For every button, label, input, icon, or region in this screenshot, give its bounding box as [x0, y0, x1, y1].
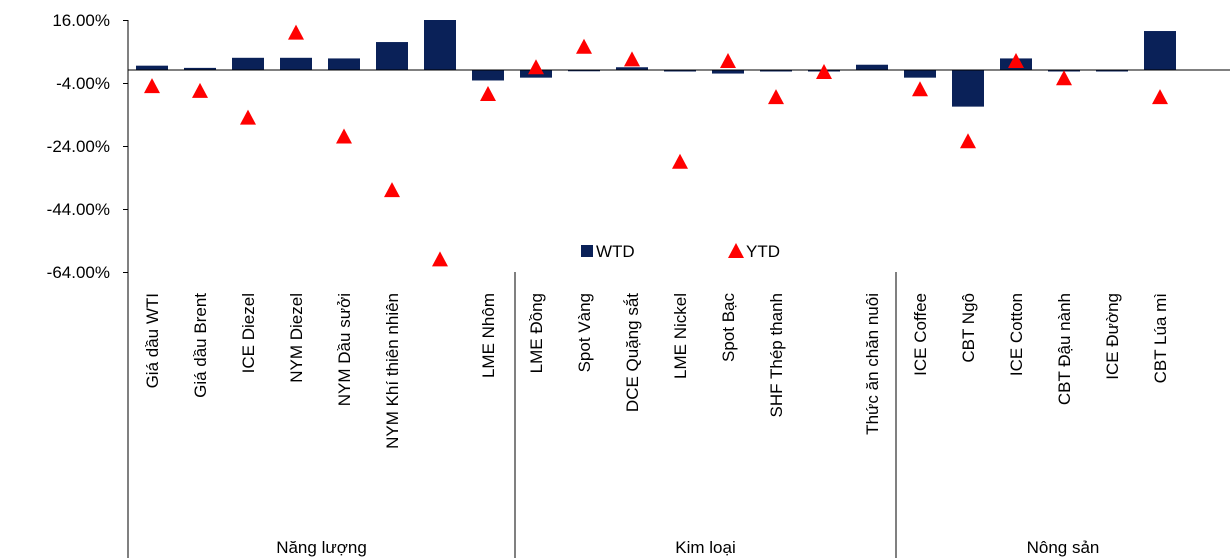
wtd-bar: [760, 70, 792, 72]
ytd-marker: [768, 89, 784, 105]
ytd-marker: [720, 52, 736, 68]
x-axis-group-labels: Năng lượng Kim loại Nông sản: [276, 538, 1099, 557]
ytd-marker: [192, 82, 208, 98]
wtd-bar: [1144, 31, 1176, 70]
wtd-bar: [280, 57, 312, 70]
x-category-label: NYM Diezel: [287, 293, 306, 383]
ytd-marker: [384, 182, 400, 198]
ytd-marker: [480, 86, 496, 102]
x-category-label: SHF Thép thanh: [767, 293, 786, 417]
ytd-marker: [912, 81, 928, 97]
ytd-marker: [1152, 89, 1168, 105]
wtd-bar: [376, 42, 408, 70]
x-category-label: CBT Lúa mì: [1151, 293, 1170, 383]
x-category-label: ICE Đường: [1103, 293, 1122, 380]
wtd-bar: [616, 67, 648, 70]
ytd-marker: [960, 133, 976, 149]
x-category-label: NYM Khí thiên nhiên: [383, 293, 402, 449]
wtd-bars: [136, 20, 1176, 107]
x-category-label: ICE Coffee: [911, 293, 930, 376]
y-tick-label: -4.00%: [56, 74, 110, 93]
ytd-marker: [144, 78, 160, 94]
wtd-bar: [232, 57, 264, 70]
wtd-bar: [664, 70, 696, 72]
wtd-bar: [904, 70, 936, 78]
ytd-marker: [288, 24, 304, 40]
x-group-label: Nông sản: [1027, 538, 1100, 557]
ytd-marker: [672, 153, 688, 169]
ytd-marker: [1008, 52, 1024, 68]
y-tick-label: -44.00%: [47, 200, 110, 219]
x-category-label: Spot Vàng: [575, 293, 594, 372]
ytd-marker: [624, 51, 640, 67]
x-category-label: CBT Ngô: [959, 293, 978, 363]
ytd-marker: [240, 109, 256, 125]
legend-wtd-label: WTD: [596, 242, 635, 261]
y-tick-label: 16.00%: [52, 11, 110, 30]
ytd-markers: [144, 24, 1168, 267]
ytd-marker: [1056, 70, 1072, 86]
x-category-label: DCE Quặng sắt: [623, 293, 642, 412]
wtd-bar: [1096, 70, 1128, 72]
wtd-bar: [712, 70, 744, 74]
wtd-bar: [568, 69, 600, 72]
wtd-bar: [184, 67, 216, 70]
y-tick-label: -64.00%: [47, 263, 110, 282]
wtd-bar: [952, 70, 984, 107]
x-group-label: Kim loại: [675, 538, 735, 557]
legend-ytd-marker: [728, 243, 744, 258]
ytd-marker: [432, 251, 448, 267]
x-group-label: Năng lượng: [276, 538, 367, 557]
legend-wtd-swatch: [581, 245, 593, 257]
wtd-bar: [472, 70, 504, 81]
chart-axes: [123, 20, 1230, 558]
ytd-marker: [528, 59, 544, 75]
x-category-label: Spot Bạc: [719, 293, 738, 362]
wtd-bar: [136, 65, 168, 70]
legend-ytd-label: YTD: [746, 242, 780, 261]
ytd-marker: [576, 38, 592, 54]
x-category-label: Giá dầu WTI: [143, 293, 162, 388]
ytd-marker: [816, 63, 832, 79]
x-category-label: Giá dầu Brent: [191, 293, 210, 398]
x-category-label: LME Nickel: [671, 293, 690, 379]
wtd-bar: [424, 20, 456, 70]
x-axis-category-labels: Giá dầu WTI Giá dầu Brent ICE Diezel NYM Di…: [143, 293, 1170, 449]
y-axis-tick-labels: 16.00% -4.00% -24.00% -44.00% -64.00%: [47, 11, 110, 282]
x-category-label: CBT Đậu nành: [1055, 293, 1074, 405]
x-category-label: NYM Dầu sưởi: [335, 293, 354, 406]
x-category-label: ICE Diezel: [239, 293, 258, 373]
x-category-label: ICE Cotton: [1007, 293, 1026, 376]
chart-legend: WTD YTD: [581, 242, 780, 261]
x-category-label: Thức ăn chăn nuôi: [863, 293, 882, 435]
x-category-label: LME Nhôm: [479, 293, 498, 378]
ytd-marker: [336, 128, 352, 144]
wtd-bar: [328, 58, 360, 70]
wtd-bar: [856, 64, 888, 70]
y-tick-label: -24.00%: [47, 137, 110, 156]
x-category-label: LME Đồng: [527, 293, 546, 373]
